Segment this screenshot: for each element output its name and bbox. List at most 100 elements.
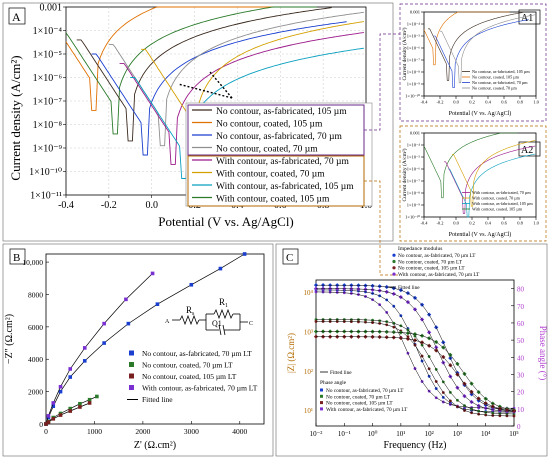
legend-entry: No contour, as-fabricated, 105 µm [216, 106, 347, 117]
data-point [150, 271, 155, 276]
x-tick-label: 1.0 [533, 100, 539, 105]
phase-fit [316, 331, 515, 411]
panel-b-y-label: −Z" (Ω.cm²) [4, 314, 15, 364]
legend-entry: Fitted line [398, 285, 420, 291]
y2-tick-label: 60 [517, 320, 525, 328]
data-point [58, 389, 63, 394]
x-tick-label: 10² [425, 430, 434, 438]
legend-swatch [320, 407, 323, 411]
data-point [102, 321, 106, 326]
x-tick-label: 0.0 [453, 221, 459, 226]
legend-entry: No contour, coated, 70 µm [472, 86, 518, 92]
y-tick-label: 1×10⁻⁸ [407, 70, 421, 75]
panel-c-frame [275, 243, 548, 457]
data-point [51, 401, 56, 405]
y-tick-label: 1×10⁻⁵ [407, 155, 421, 160]
legend-entry: With contour, as-fabricated, 70 µm [216, 156, 350, 167]
y-tick-label: 1×10⁻⁶ [407, 46, 421, 51]
y2-tick-label: 0 [517, 423, 521, 431]
data-point [51, 404, 56, 408]
phase-fit [316, 336, 515, 412]
y-tick-label: 4000 [28, 355, 43, 364]
y-tick-label: 6000 [28, 323, 43, 332]
data-point [68, 367, 73, 371]
circuit-r1-sub: 1 [225, 303, 228, 309]
legend-entry: With contour, coated, 105 µm [472, 207, 523, 213]
panel-a2-plot-area [423, 132, 537, 218]
polarization-curve [141, 21, 364, 151]
legend-swatch [129, 373, 134, 379]
legend-swatch [129, 362, 134, 367]
callout-lines [364, 33, 400, 276]
panel-a-y-ticks: 1×10⁻¹¹ 1×10⁻¹⁰ 1×10⁻⁹ 1×10⁻⁸ 1×10⁻⁷ 1×10⁻⁶ 1×… [29, 3, 66, 202]
legend-entry: With contour, as-fabricated, 70 µm LT [398, 271, 480, 278]
y-tick-label: 1×10⁻¹⁰ [29, 167, 62, 178]
polarization-curve [76, 7, 332, 142]
y-tick-label: 1×10⁻⁷ [407, 179, 421, 184]
panel-a1-label: A1 [521, 13, 533, 24]
equivalent-circuit [172, 308, 248, 336]
circuit-labels: R s R 1 Q1 A C [165, 297, 253, 328]
y2-tick-label: 80 [517, 286, 525, 294]
modulus-point [512, 414, 516, 418]
data-point [78, 401, 82, 406]
data-point [68, 409, 73, 413]
cpe-q1 [218, 324, 222, 336]
x-tick-label: -0.4 [58, 200, 74, 211]
data-point [189, 282, 194, 287]
phase-fit [316, 284, 515, 412]
circuit-c-label: C [249, 321, 253, 327]
legend-swatch [320, 401, 323, 405]
panel-a2-label: A2 [521, 145, 533, 156]
polarization-curve [433, 19, 529, 88]
y-tick-label: 1×10⁻⁶ [33, 73, 63, 84]
polarization-curve [65, 6, 296, 111]
x-tick-label: 0.4 [485, 100, 491, 105]
y2-tick-label: 10 [517, 406, 525, 414]
modulus-fit [315, 291, 514, 409]
legend-entry: With contour, as-fabricated, 70 µm LT [142, 384, 258, 393]
circuit-r1-label: R [219, 297, 225, 307]
x-tick-label: -0.4 [420, 221, 428, 226]
legend-entry: No contour, coated, 105 µm LT [398, 266, 465, 272]
panel-a-arrows [177, 71, 233, 99]
y-tick-label: 0.001 [410, 131, 420, 136]
legend-entry: No contour, as-fabricated, 70 µm [216, 131, 343, 142]
panel-a-label-box [8, 7, 26, 25]
x-tick-label: 10⁻² [310, 430, 323, 438]
y-tick-label: 1×10⁻⁵ [33, 50, 62, 61]
panel-b-x-label: Z' (Ω.cm²) [134, 440, 176, 451]
x-tick-label: 10⁴ [481, 430, 491, 438]
panel-c-label-box [282, 248, 299, 265]
polarization-curve [119, 32, 364, 165]
panel-b-plot-area [45, 253, 265, 425]
legend-swatch [320, 388, 323, 392]
panel-c-plot-area [315, 279, 515, 427]
panel-a1-legend: No contour, as-fabricated, 105 µm No cont… [462, 69, 530, 92]
legend-entry: No contour, coated, 105 µm LT [326, 401, 393, 407]
y-tick-label: 10² [304, 368, 313, 376]
legend-swatch [129, 385, 134, 390]
data-point [68, 406, 73, 411]
legend-swatch [392, 259, 396, 264]
legend-entry: No contour, as-fabricated, 70 µm LT [398, 252, 476, 259]
polarization-curve [444, 145, 536, 214]
circuit-q1-label: Q1 [212, 319, 222, 328]
x-tick-label: 4000 [232, 427, 247, 436]
legend-entry: No contour, as-fabricated, 105 µm [472, 69, 530, 75]
y-tick-label: 0.001 [410, 10, 420, 15]
panel-c-x-label: Frequency (Hz) [383, 440, 446, 451]
y-tick-label: 1×10⁻⁹ [407, 82, 421, 87]
data-point [87, 397, 92, 402]
y-tick-label: 1×10⁻⁸ [33, 120, 63, 131]
x-tick-label: 3000 [184, 427, 199, 436]
circuit-rs-label: R [186, 305, 192, 315]
x-tick-label: 0.0 [145, 200, 158, 211]
x-tick-label: -0.4 [420, 100, 428, 105]
legend-entry: With contour, as-fabricated, 105 µm [472, 201, 533, 207]
legend-entry: No contour, as-fabricated, 70 µm LT [326, 387, 404, 394]
y-tick-label: 1×10⁻¹⁰ [405, 94, 420, 99]
fitted-line [45, 253, 245, 425]
y-tick-label: 10¹ [304, 407, 313, 415]
